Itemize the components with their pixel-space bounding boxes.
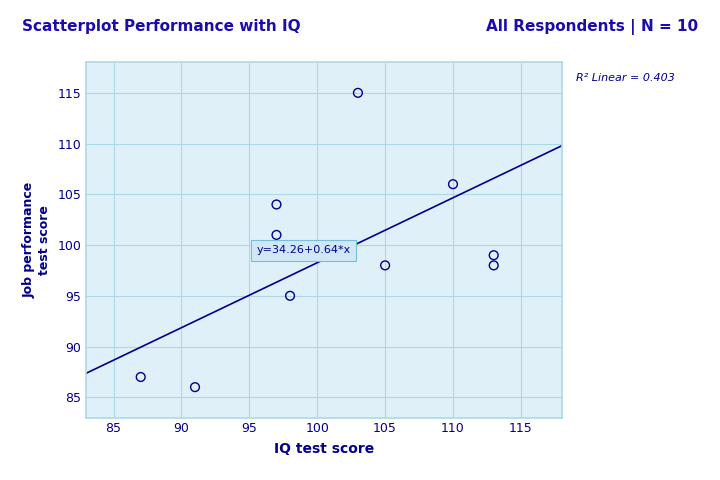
Text: All Respondents | N = 10: All Respondents | N = 10 — [486, 19, 698, 35]
X-axis label: IQ test score: IQ test score — [274, 443, 374, 456]
Text: y=34.26+0.64*x: y=34.26+0.64*x — [256, 245, 351, 255]
Point — [447, 180, 459, 188]
Y-axis label: Job performance
test score: Job performance test score — [23, 182, 50, 298]
Point — [379, 262, 391, 269]
Point — [352, 89, 364, 96]
Text: R² Linear = 0.403: R² Linear = 0.403 — [576, 73, 675, 83]
Point — [189, 384, 201, 391]
Point — [271, 201, 282, 208]
Point — [271, 231, 282, 239]
Point — [488, 252, 500, 259]
Point — [488, 262, 500, 269]
Text: Scatterplot Performance with IQ: Scatterplot Performance with IQ — [22, 19, 300, 34]
Point — [135, 373, 146, 381]
Point — [284, 292, 296, 300]
